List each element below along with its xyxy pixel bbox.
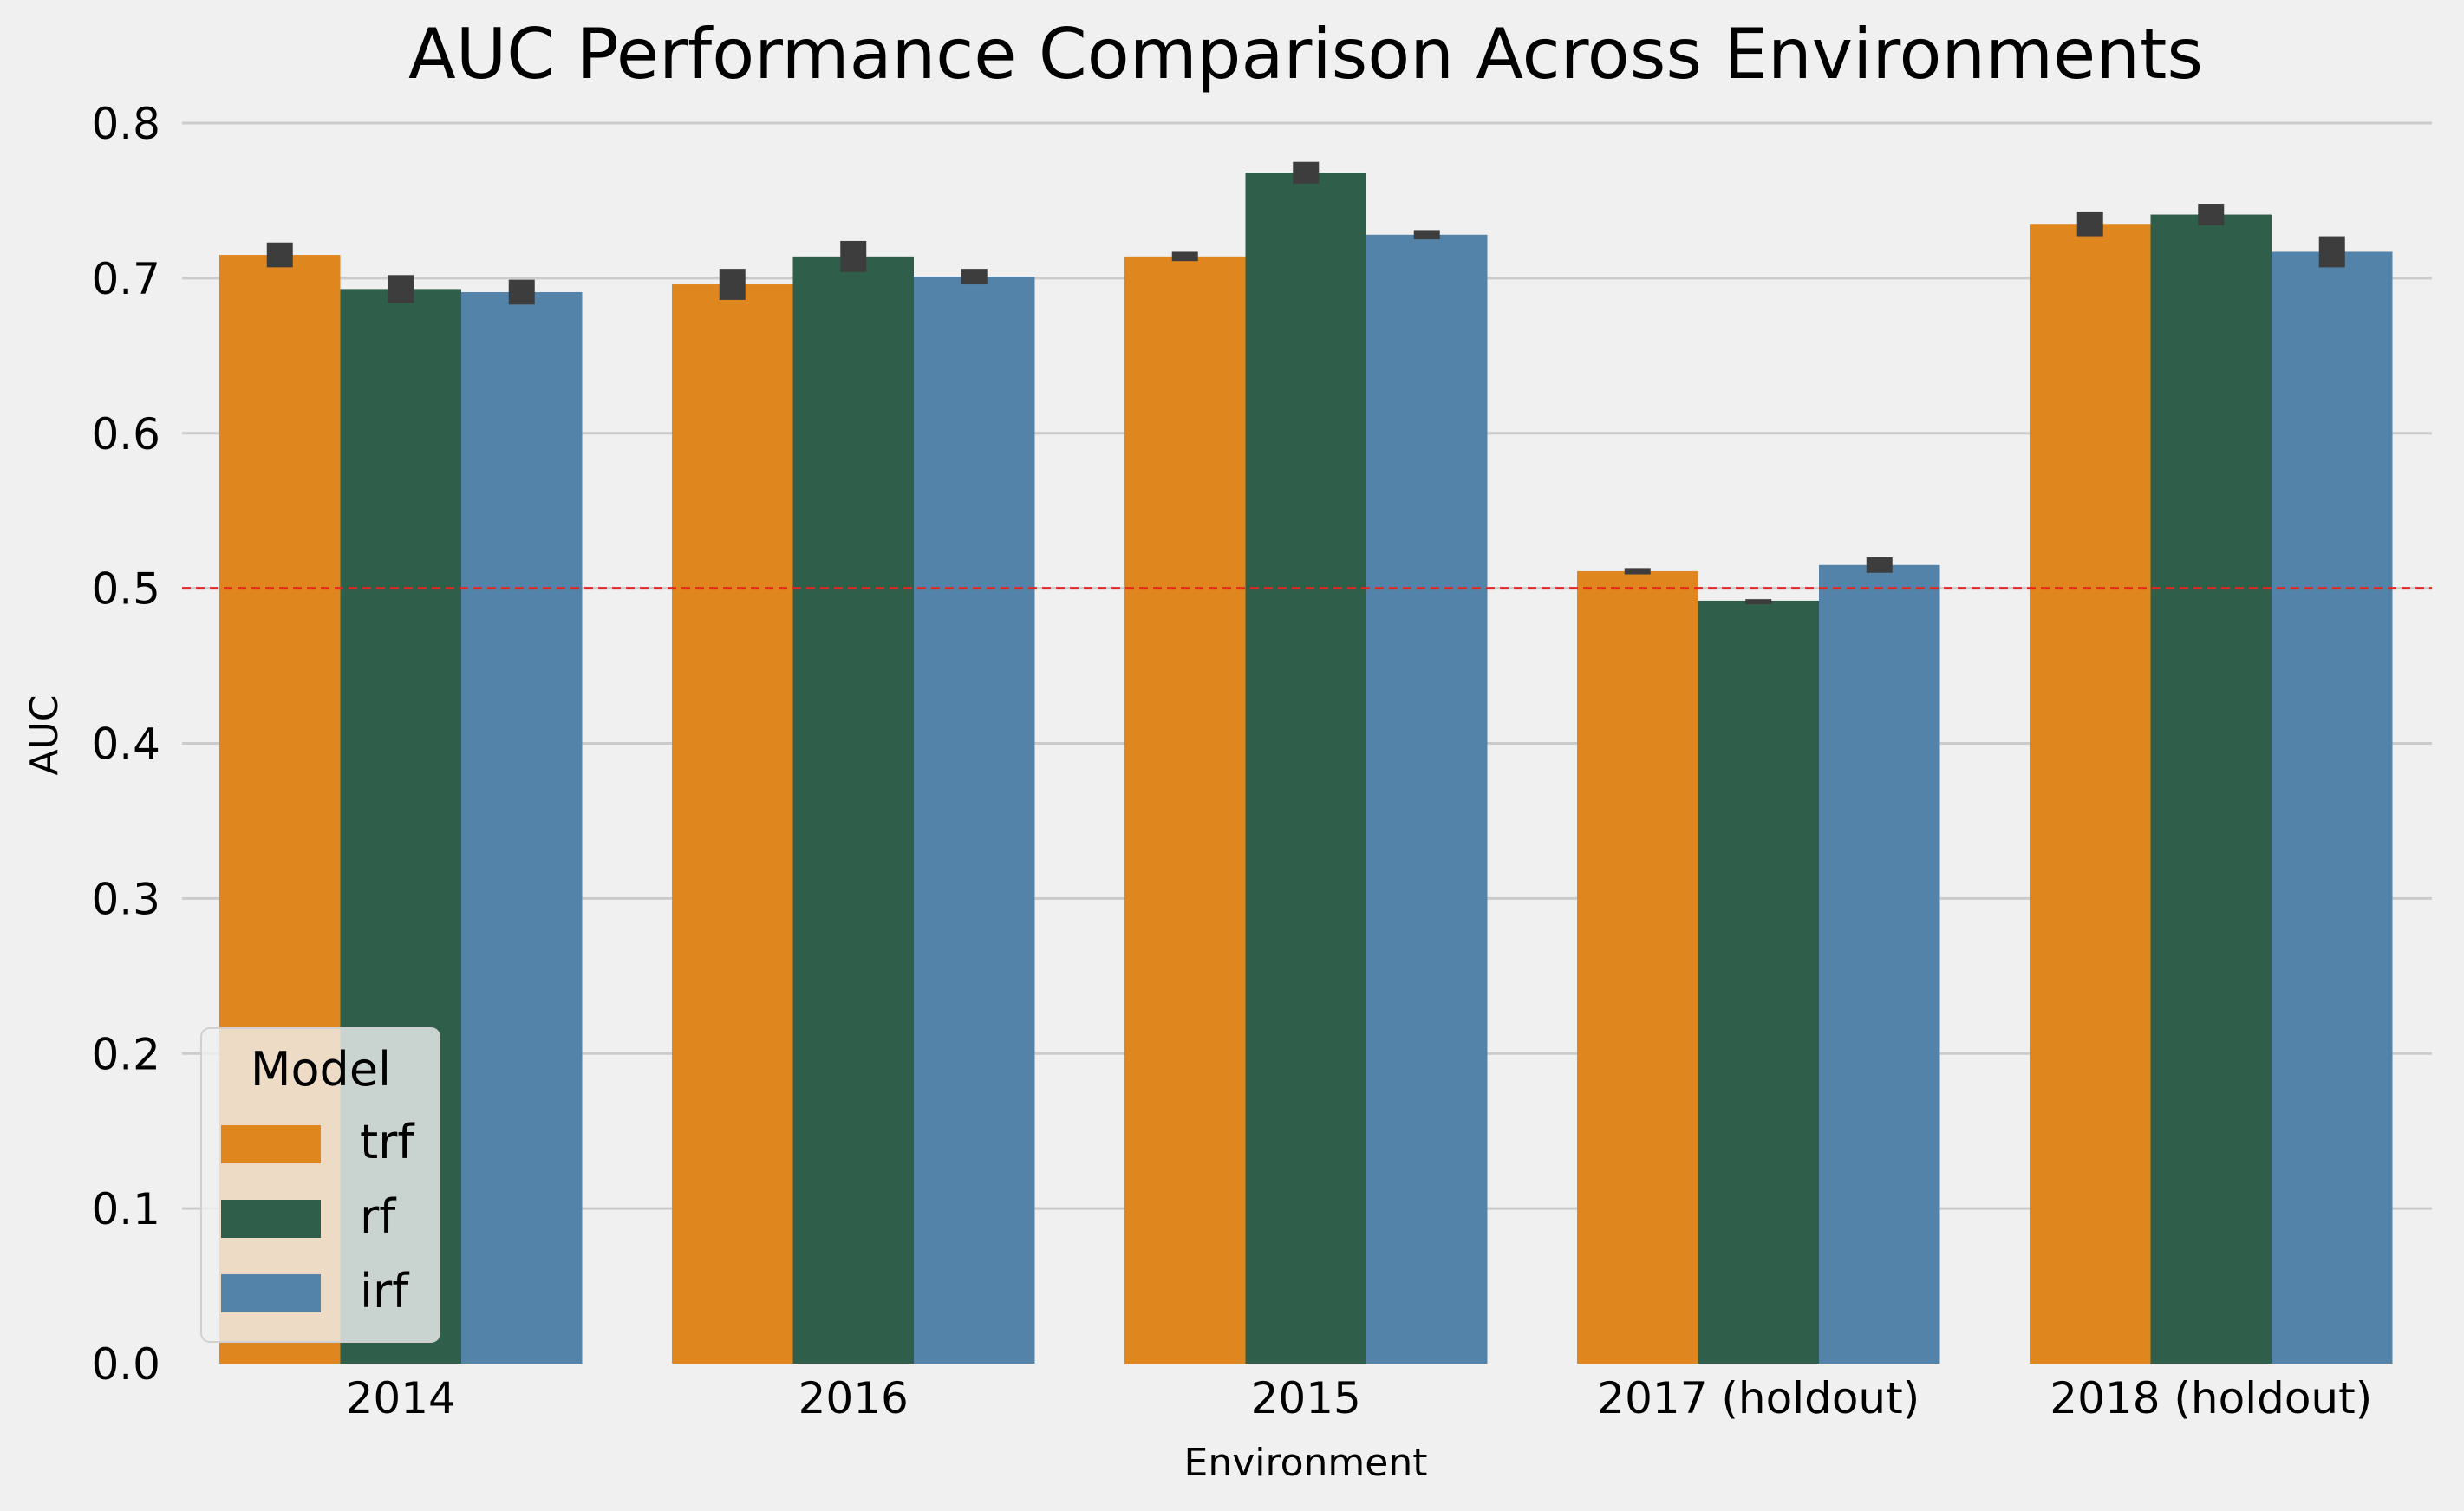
x-axis-title: Environment [1184,1441,1428,1485]
legend-swatch-irf [221,1274,321,1312]
bar-irf [1819,564,1940,1364]
bar-rf [1245,173,1366,1364]
y-axis-title: AUC [23,694,67,775]
legend-swatch-trf [221,1125,321,1163]
y-tick-label: 0.2 [91,1029,160,1079]
error-bar [1624,568,1651,575]
y-tick-label: 0.1 [91,1184,160,1234]
error-bar [719,269,746,300]
x-tick-label: 2017 (holdout) [1597,1373,1920,1423]
error-bar [1171,251,1198,262]
error-bar [266,242,293,268]
legend-label-trf: trf [360,1115,415,1169]
x-tick-label: 2014 [346,1373,456,1423]
bar-trf [1577,570,1698,1364]
y-tick-label: 0.5 [91,564,160,615]
y-tick-label: 0.7 [91,254,160,304]
bar-rf [1698,600,1819,1364]
y-tick-label: 0.6 [91,409,160,459]
legend-box [200,1027,440,1343]
error-bar [508,279,535,305]
x-tick-labels: 2014 2016 2015 2017 (holdout) 2018 (holdout) [346,1373,2373,1423]
error-bar [1866,557,1893,573]
bar-trf [1124,256,1246,1364]
y-tick-label: 0.3 [91,874,160,924]
error-bar [1293,161,1320,184]
error-bar [2198,204,2225,226]
chart-title: AUC Performance Comparison Across Enviro… [408,14,2203,94]
x-tick-label: 2015 [1251,1373,1361,1423]
legend-swatch-rf [221,1200,321,1238]
legend-title: Model [251,1042,391,1097]
error-bars [266,161,2345,605]
y-tick-label: 0.0 [91,1339,160,1390]
y-tick-labels: 0.0 0.1 0.2 0.3 0.4 0.5 0.6 0.7 0.8 [91,99,160,1390]
bars [219,173,2393,1364]
x-tick-label: 2018 (holdout) [2050,1373,2372,1423]
x-tick-label: 2016 [799,1373,909,1423]
bar-rf [792,256,914,1364]
bar-irf [914,277,1035,1364]
bar-irf [2272,251,2393,1364]
error-bar [2318,236,2345,268]
error-bar [2076,211,2103,237]
legend-label-irf: irf [360,1264,410,1319]
bar-irf [461,291,583,1364]
error-bar [1745,599,1772,605]
bar-trf [672,284,793,1364]
bar-rf [2150,214,2272,1364]
bar-trf [2030,224,2151,1364]
error-bar [961,269,988,285]
legend-label-rf: rf [360,1189,397,1244]
y-tick-label: 0.8 [91,99,160,149]
legend: Model trf rf irf [200,1027,440,1343]
y-tick-label: 0.4 [91,720,160,770]
bar-irf [1366,234,1488,1364]
error-bar [840,240,867,272]
error-bar [388,275,414,303]
error-bar [1413,230,1440,240]
